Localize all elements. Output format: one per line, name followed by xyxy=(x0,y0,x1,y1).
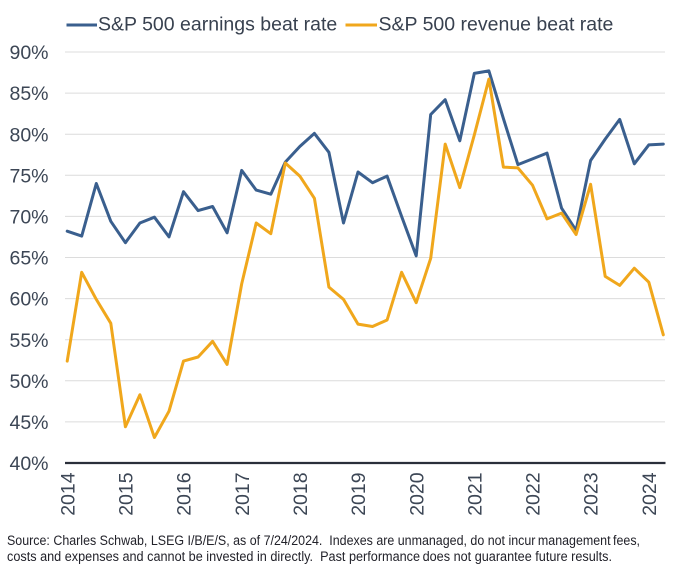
svg-text:85%: 85% xyxy=(9,83,48,105)
svg-text:2019: 2019 xyxy=(348,472,370,515)
svg-text:55%: 55% xyxy=(9,330,48,352)
svg-text:45%: 45% xyxy=(9,412,48,434)
svg-text:2024: 2024 xyxy=(639,472,661,516)
svg-text:2022: 2022 xyxy=(523,472,545,515)
svg-text:2023: 2023 xyxy=(581,472,603,515)
svg-text:65%: 65% xyxy=(9,248,48,270)
svg-text:2018: 2018 xyxy=(290,472,312,515)
svg-text:costs and expenses and cannot: costs and expenses and cannot be investe… xyxy=(7,549,612,564)
svg-text:70%: 70% xyxy=(9,207,48,229)
svg-text:50%: 50% xyxy=(9,371,48,393)
svg-text:2015: 2015 xyxy=(116,472,138,516)
svg-text:S&P 500 revenue beat rate: S&P 500 revenue beat rate xyxy=(379,13,614,35)
svg-text:2017: 2017 xyxy=(232,472,254,515)
svg-text:2014: 2014 xyxy=(57,472,79,516)
svg-text:2016: 2016 xyxy=(174,472,196,515)
svg-text:60%: 60% xyxy=(9,289,48,311)
svg-text:Source: Charles Schwab, LSEG I: Source: Charles Schwab, LSEG I/B/E/S, as… xyxy=(7,533,640,548)
svg-text:2021: 2021 xyxy=(464,472,486,515)
svg-text:2020: 2020 xyxy=(406,472,428,516)
svg-text:90%: 90% xyxy=(9,42,48,64)
svg-text:75%: 75% xyxy=(9,165,48,187)
svg-text:80%: 80% xyxy=(9,124,48,146)
svg-text:S&P 500 earnings beat rate: S&P 500 earnings beat rate xyxy=(98,13,337,35)
svg-text:40%: 40% xyxy=(9,453,48,475)
